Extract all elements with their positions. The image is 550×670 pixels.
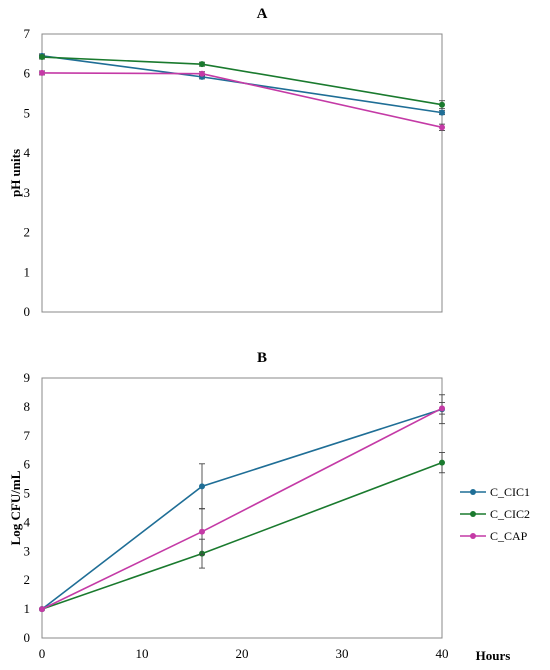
data-point-c-cic1 — [439, 109, 445, 116]
x-tick-label-b: 0 — [39, 646, 46, 661]
y-tick-label-b: 1 — [24, 601, 31, 616]
y-tick-label-b: 4 — [24, 514, 31, 529]
y-tick-label-a: 2 — [24, 225, 31, 240]
series-line-c-cap-b — [41, 407, 443, 610]
legend-marker — [470, 489, 476, 495]
x-tick-label-b: 20 — [236, 646, 249, 661]
y-tick-label-a: 3 — [24, 185, 31, 200]
x-tick-label-b: 30 — [336, 646, 349, 661]
data-point-c-cap — [439, 124, 445, 131]
legend-marker — [470, 511, 476, 517]
y-tick-label-b: 9 — [24, 370, 31, 385]
series-line-c-cic1-a — [41, 55, 443, 114]
data-point-c-cap — [199, 70, 205, 77]
series-line-c-cic2-b — [41, 461, 443, 610]
y-tick-label-a: 7 — [24, 26, 31, 41]
y-tick-label-a: 0 — [24, 304, 31, 319]
data-point-c-cap — [39, 69, 45, 76]
legend-label: C_CIC1 — [490, 485, 530, 499]
y-tick-label-a: 5 — [24, 105, 31, 120]
chart-title-b: B — [257, 350, 267, 366]
y-tick-label-b: 7 — [24, 428, 31, 443]
y-tick-label-b: 6 — [24, 457, 31, 472]
y-axis-label-b: Log CFU/mL — [8, 470, 23, 545]
y-tick-label-b: 8 — [24, 399, 31, 414]
legend-label: C_CIC2 — [490, 507, 530, 521]
legend-label: C_CAP — [490, 529, 528, 543]
y-tick-label-b: 0 — [24, 630, 31, 645]
data-point-c-cap — [39, 606, 45, 613]
x-tick-label-b: 10 — [136, 646, 149, 661]
data-point-c-cic2 — [439, 101, 445, 108]
plot-frame-a — [41, 33, 443, 313]
data-point-c-cic1 — [199, 483, 205, 490]
y-axis-label-a: pH units — [8, 149, 23, 197]
data-point-c-cic2 — [199, 61, 205, 68]
data-point-c-cap — [439, 405, 445, 412]
y-tick-label-a: 6 — [24, 66, 31, 81]
plot-frame-b — [41, 377, 443, 639]
data-point-c-cic2 — [39, 54, 45, 61]
data-point-c-cap — [199, 528, 205, 535]
x-tick-label-b: 40 — [436, 646, 449, 661]
chart-title-a: A — [257, 6, 268, 22]
legend-marker — [470, 533, 476, 539]
y-tick-label-a: 4 — [24, 145, 31, 160]
data-point-c-cic2 — [439, 459, 445, 466]
y-tick-label-a: 1 — [24, 264, 31, 279]
x-axis-label-b: Hours — [476, 648, 511, 663]
y-tick-label-b: 2 — [24, 572, 31, 587]
y-tick-label-b: 5 — [24, 486, 31, 501]
series-line-c-cap-a — [41, 72, 443, 129]
y-tick-label-b: 3 — [24, 543, 31, 558]
